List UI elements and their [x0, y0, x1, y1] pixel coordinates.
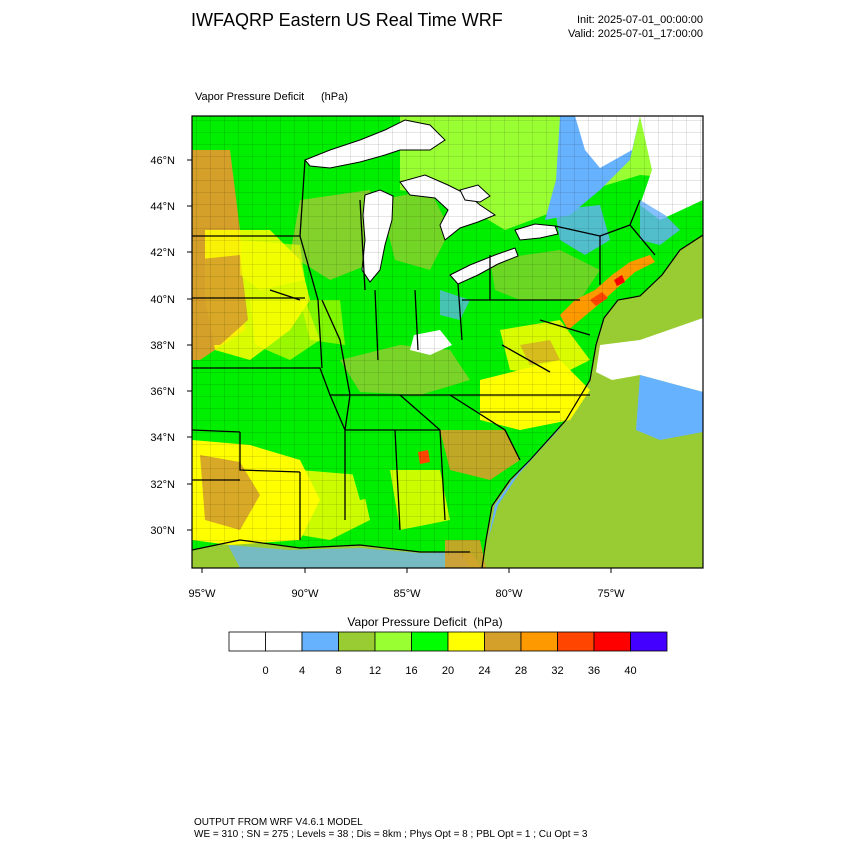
gulf-coast-blue — [228, 545, 470, 568]
field-units: (hPa) — [321, 91, 348, 103]
lat-labels: 46°N 44°N 42°N 40°N 38°N 36°N 34°N 32°N … — [150, 155, 175, 537]
colorbar-swatch — [484, 631, 522, 652]
county-lines — [192, 116, 703, 560]
colorbar-swatch — [228, 631, 266, 652]
valid-time: Valid: 2025-07-01_17:00:00 — [568, 28, 703, 40]
lat-label: 36°N — [150, 386, 175, 398]
colorbar-swatch — [520, 631, 558, 652]
init-time: Init: 2025-07-01_00:00:00 — [577, 14, 703, 26]
colorbar-tick-label: 24 — [478, 665, 490, 677]
lat-label: 42°N — [150, 247, 175, 259]
lon-label: 85°W — [393, 588, 421, 600]
ocean-blue-band — [636, 375, 703, 440]
map-field — [192, 116, 703, 568]
lat-label: 40°N — [150, 294, 175, 306]
lat-label: 34°N — [150, 432, 175, 444]
colorbar — [228, 631, 668, 652]
colorbar-tick-label: 0 — [262, 665, 268, 677]
colorbar-tick-label: 12 — [369, 665, 381, 677]
colorbar-title-text: Vapor Pressure Deficit — [347, 615, 467, 629]
colorbar-tick-label: 4 — [299, 665, 305, 677]
lat-label: 32°N — [150, 479, 175, 491]
colorbar-units-text: (hPa) — [473, 615, 503, 629]
colorbar-swatch — [593, 631, 631, 652]
lat-label: 44°N — [150, 201, 175, 213]
map-frame — [191, 115, 704, 569]
lon-ticks — [201, 568, 612, 573]
ocean-white-area — [596, 318, 703, 392]
atlantic-ocean — [482, 235, 703, 568]
lon-label: 90°W — [291, 588, 319, 600]
state-boundaries — [192, 159, 656, 540]
field-name: Vapor Pressure Deficit — [195, 91, 305, 103]
model-info-line2: WE = 310 ; SN = 275 ; Levels = 38 ; Dis … — [194, 829, 588, 840]
lon-label: 75°W — [597, 588, 625, 600]
colorbar-labels: 0 4 8 12 16 20 24 28 32 36 40 — [262, 665, 636, 677]
lat-ticks — [187, 159, 192, 531]
plot-title: IWFAQRP Eastern US Real Time WRF — [191, 10, 503, 30]
colorbar-swatch — [338, 631, 376, 652]
colorbar-tick-label: 40 — [624, 665, 636, 677]
colorbar-swatch — [630, 631, 668, 652]
coastline — [192, 234, 703, 568]
colorbar-tick-label: 32 — [551, 665, 563, 677]
lon-label: 80°W — [495, 588, 523, 600]
colorbar-swatch — [447, 631, 485, 652]
colorbar-tick-label: 28 — [515, 665, 527, 677]
colorbar-swatch — [265, 631, 303, 652]
colorbar-swatch — [374, 631, 412, 652]
colorbar-tick-label: 36 — [588, 665, 600, 677]
lon-labels: 95°W 90°W 85°W 80°W 75°W — [188, 588, 625, 600]
colorbar-swatch — [411, 631, 449, 652]
lat-label: 46°N — [150, 155, 175, 167]
colorbar-tick-label: 16 — [405, 665, 417, 677]
colorbar-swatch — [557, 631, 595, 652]
colorbar-tick-label: 20 — [442, 665, 454, 677]
model-info-line1: OUTPUT FROM WRF V4.6.1 MODEL — [194, 817, 363, 828]
colorbar-swatch — [301, 631, 339, 652]
colorbar-tick-label: 8 — [335, 665, 341, 677]
lon-label: 95°W — [188, 588, 216, 600]
lat-label: 30°N — [150, 525, 175, 537]
colorbar-title: Vapor Pressure Deficit (hPa) — [0, 615, 850, 629]
lat-label: 38°N — [150, 340, 175, 352]
